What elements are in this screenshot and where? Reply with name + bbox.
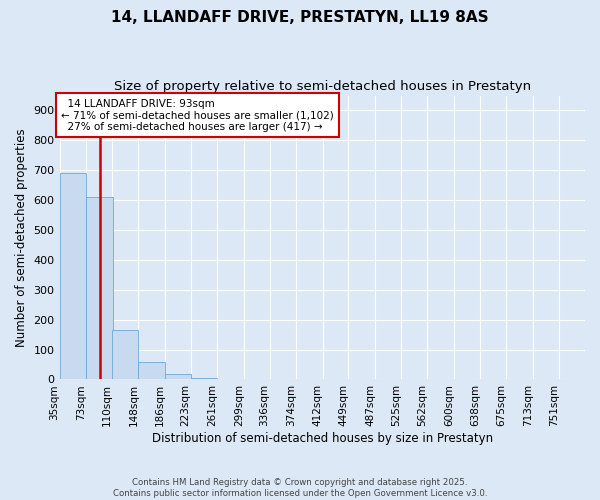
- Text: Contains HM Land Registry data © Crown copyright and database right 2025.
Contai: Contains HM Land Registry data © Crown c…: [113, 478, 487, 498]
- Bar: [139, 362, 165, 380]
- X-axis label: Distribution of semi-detached houses by size in Prestatyn: Distribution of semi-detached houses by …: [152, 432, 493, 445]
- Bar: [86, 197, 113, 380]
- Y-axis label: Number of semi-detached properties: Number of semi-detached properties: [15, 128, 28, 347]
- Text: 14 LLANDAFF DRIVE: 93sqm
← 71% of semi-detached houses are smaller (1,102)
  27%: 14 LLANDAFF DRIVE: 93sqm ← 71% of semi-d…: [61, 98, 334, 132]
- Bar: [191, 378, 217, 380]
- Text: 14, LLANDAFF DRIVE, PRESTATYN, LL19 8AS: 14, LLANDAFF DRIVE, PRESTATYN, LL19 8AS: [111, 10, 489, 25]
- Bar: [165, 374, 191, 380]
- Bar: [112, 330, 139, 380]
- Bar: [59, 174, 86, 380]
- Title: Size of property relative to semi-detached houses in Prestatyn: Size of property relative to semi-detach…: [114, 80, 531, 93]
